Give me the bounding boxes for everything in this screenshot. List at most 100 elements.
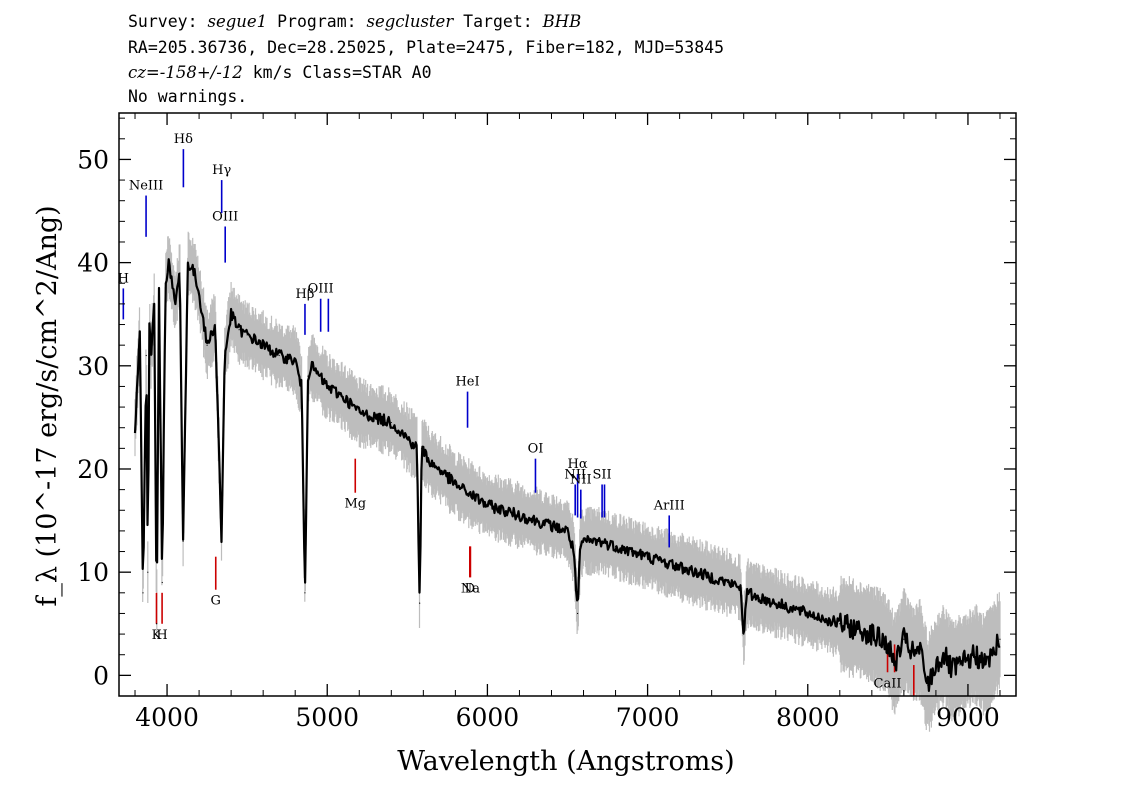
flux-point [214, 323, 216, 326]
y-axis-label: f_λ (10^-17 erg/s/cm^2/Ang) [32, 205, 63, 606]
x-tick-label: 8000 [776, 703, 840, 732]
flux-point [775, 602, 777, 604]
flux-point [158, 292, 160, 295]
flux-point [739, 587, 742, 589]
emission-line-label: Hα [568, 457, 588, 472]
flux-point [576, 612, 579, 615]
flux-point [663, 561, 665, 563]
absorption-line-label: K [152, 628, 162, 643]
flux-point [630, 550, 633, 553]
program-label: Program: [267, 12, 367, 31]
flux-point [695, 571, 697, 573]
y-tick-label: 0 [93, 661, 109, 690]
flux-point [579, 545, 581, 547]
flux-point [278, 354, 280, 357]
flux-point [310, 365, 312, 367]
flux-point [198, 292, 200, 295]
y-tick-label: 10 [77, 558, 109, 587]
x-tick-label: 7000 [616, 703, 680, 732]
flux-point [919, 648, 921, 651]
flux-point [646, 556, 649, 558]
flux-point [959, 664, 961, 666]
flux-point [147, 571, 149, 573]
flux-point [416, 447, 418, 449]
target-label: Target: [453, 12, 543, 31]
flux-point [791, 607, 793, 609]
flux-point [855, 628, 857, 630]
emission-line-label: H [118, 271, 129, 286]
flux-series [133, 258, 1001, 693]
flux-point [342, 396, 344, 398]
x-tick-label: 5000 [295, 703, 359, 732]
flux-point [307, 375, 309, 377]
header-line-4: No warnings. [128, 87, 248, 106]
x-axis-label: Wavelength (Angstroms) [397, 746, 734, 777]
emission-line-label: ArIII [653, 498, 685, 513]
flux-point [206, 344, 208, 346]
y-tick-label: 40 [77, 249, 109, 278]
flux-point [150, 354, 152, 357]
flux-point [983, 664, 985, 666]
emission-line-label: HeI [455, 375, 479, 390]
flux-point [220, 540, 223, 542]
flux-point [230, 313, 232, 315]
emission-line-label: NII [564, 467, 586, 482]
flux-point [759, 597, 761, 599]
flux-point [182, 540, 184, 542]
flux-point [887, 643, 889, 646]
flux-point [550, 525, 553, 527]
flux-point [598, 540, 601, 542]
absorption-line-label: G [211, 594, 221, 609]
y-tick-label: 30 [77, 352, 109, 381]
flux-point [935, 664, 937, 666]
flux-point [893, 664, 895, 666]
flux-point [326, 385, 328, 388]
flux-line [133, 258, 1001, 693]
flux-point [156, 623, 158, 625]
absorption-line-label: Na [461, 581, 480, 596]
flux-point [179, 272, 181, 274]
flux-point [991, 654, 993, 656]
plot-frame [118, 112, 1017, 697]
flux-point [951, 669, 953, 671]
cz-value: -158+/-12 [159, 63, 243, 82]
flux-point [470, 494, 472, 496]
header-line-2: RA=205.36736, Dec=28.25025, Plate=2475, … [128, 38, 725, 57]
header-line-1: Survey: segue1 Program: segcluster Targe… [128, 12, 581, 31]
flux-point [374, 416, 376, 418]
flux-point [246, 334, 248, 336]
x-tick-label: 9000 [936, 703, 1000, 732]
flux-point [943, 654, 945, 656]
flux-point [927, 685, 929, 687]
emission-line-label: SII [593, 467, 612, 482]
flux-point [743, 633, 745, 635]
y-tick-label: 50 [77, 145, 109, 174]
flux-point [358, 411, 360, 413]
x-tick-label: 4000 [135, 703, 199, 732]
flux-point [823, 618, 825, 620]
y-tick-label: 20 [77, 455, 109, 484]
header-line-3: cz=-158+/-12 km/s Class=STAR A0 [128, 63, 432, 82]
flux-point [145, 354, 147, 357]
flux-point [294, 360, 296, 362]
plot-frame-rect [118, 112, 1017, 697]
flux-point [566, 530, 569, 532]
class-info: km/s Class=STAR A0 [242, 63, 432, 82]
emission-line-label: OIII [308, 282, 334, 297]
emission-line-label: Hδ [174, 132, 193, 147]
flux-point [502, 509, 505, 511]
axis-ticks: 4000 5000 6000 7000 8000 9000 0 10 20 30 40 50 [77, 113, 1016, 732]
flux-point [139, 334, 141, 336]
emission-line-label: Hβ [296, 287, 315, 302]
flux-point [134, 427, 136, 429]
x-tick-label: 6000 [456, 703, 520, 732]
cz-label: cz= [128, 63, 160, 82]
flux-point [573, 550, 575, 553]
absorption-line-label: D [465, 581, 475, 596]
flux-point [999, 638, 1001, 640]
emission-line-label: NeIII [129, 179, 163, 194]
target-value: BHB [542, 12, 582, 31]
flux-point [913, 654, 915, 656]
flux-point [746, 592, 748, 594]
flux-point [903, 638, 905, 640]
